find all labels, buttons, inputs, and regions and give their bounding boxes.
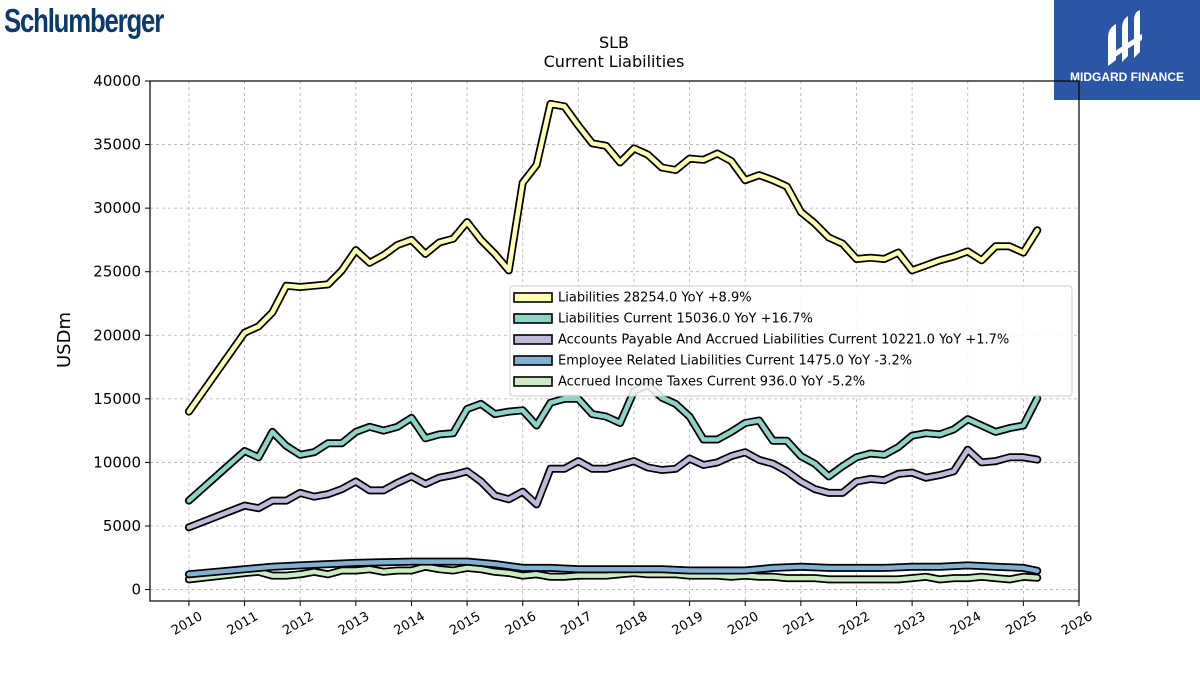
legend-entry: Accrued Income Taxes Current 936.0 YoY -… [558,375,865,390]
series-stroke [186,382,1040,503]
legend-swatch [513,334,553,345]
legend-swatch [513,376,553,387]
y-tick-label: 10000 [93,453,141,471]
series-outline [184,380,1042,505]
series-layer [184,99,1042,584]
series-line-1 [184,380,1042,505]
x-tick-label: 2024 [948,609,984,639]
legend-swatch [513,355,553,366]
midgard-finance-logo: MIDGARD FINANCE [1054,0,1200,100]
x-tick-label: 2012 [280,609,316,639]
y-tick-label: 15000 [93,390,141,408]
y-tick-label: 20000 [93,326,141,344]
series-stroke [186,101,1040,414]
x-tick-label: 2020 [725,609,761,639]
legend-swatch [513,313,553,324]
y-tick-label: 25000 [93,263,141,281]
y-tick-label: 5000 [103,517,141,535]
x-tick-label: 2019 [670,609,706,639]
series-stroke [186,447,1040,530]
x-tick-label: 2015 [447,609,483,639]
x-tick-label: 2010 [169,609,205,639]
series-line-3 [184,557,1042,579]
x-tick-label: 2013 [336,609,372,639]
schlumberger-logo: Schlumberger [4,2,164,39]
x-tick-label: 2022 [837,609,873,639]
legend-box [509,285,1073,397]
series-stroke [186,559,1040,577]
series-line-0 [184,99,1042,416]
series-line-2 [184,445,1042,532]
x-tick-label: 2014 [392,609,428,639]
y-tick-label: 40000 [93,72,141,90]
x-tick-label: 2025 [1004,609,1040,639]
x-tick-label: 2017 [559,609,595,639]
x-tick-label: 2026 [1059,609,1095,639]
midgard-emblem-icon [1108,10,1142,66]
y-tick-label: 0 [131,581,141,599]
plot-frame [149,80,1080,602]
series-outline [184,445,1042,532]
legend-entry: Liabilities Current 15036.0 YoY +16.7% [558,312,813,327]
x-tick-label: 2018 [614,609,650,639]
y-tick-label: 35000 [93,136,141,154]
midgard-finance-wordmark: MIDGARD FINANCE [1070,70,1184,84]
chart-title: SLB [599,33,629,52]
legend-entry: Liabilities 28254.0 YoY +8.9% [558,291,752,306]
legend-swatch [513,292,553,303]
y-tick-label: 30000 [93,199,141,217]
x-tick-label: 2011 [225,609,261,639]
legend: Liabilities 28254.0 YoY +8.9% Liabilities… [509,285,1073,397]
legend-entry: Accounts Payable And Accrued Liabilities… [558,333,1009,348]
x-tick-label: 2016 [503,609,539,639]
legend-entry: Employee Related Liabilities Current 147… [558,354,912,369]
x-tick-label: 2023 [892,609,928,639]
chart-subtitle: Current Liabilities [544,52,685,71]
y-axis-label: USDm [54,312,75,368]
x-tick-label: 2021 [781,609,817,639]
